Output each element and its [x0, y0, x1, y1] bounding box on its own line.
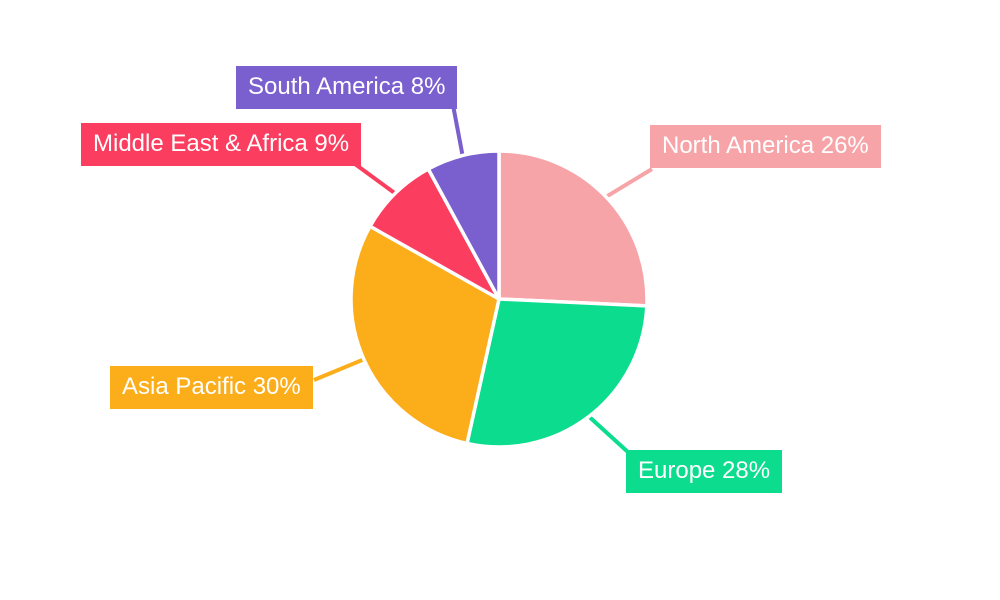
leader-line-north-america: [605, 167, 654, 199]
pie-slice-asia-pacific: [349, 224, 501, 446]
pie-slice-north-america: [497, 149, 649, 308]
leader-line-middle-east-africa: [353, 162, 397, 196]
leader-line-asia-pacific: [313, 357, 365, 382]
pie-slice-europe: [465, 297, 649, 449]
leader-line-south-america: [451, 104, 465, 156]
leader-line-europe: [587, 415, 631, 455]
pie-slice-south-america: [426, 149, 501, 301]
